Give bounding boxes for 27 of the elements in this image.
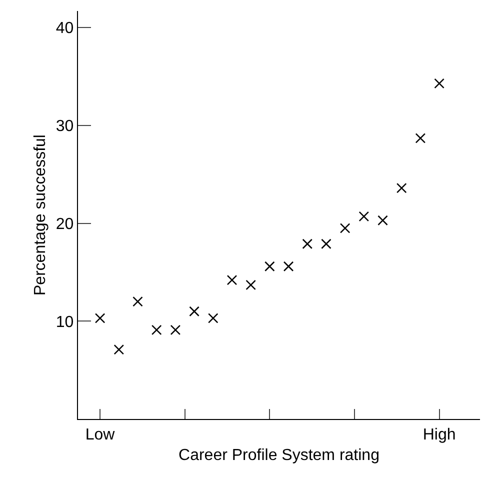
y-tick-label: 20	[56, 216, 74, 233]
point	[378, 215, 388, 226]
point	[226, 274, 238, 286]
point	[415, 133, 426, 144]
x-tick-label: High	[422, 426, 456, 444]
point	[302, 238, 313, 250]
point	[434, 78, 444, 89]
point	[114, 344, 124, 355]
x-axis-title: Career Profile System rating	[178, 447, 380, 464]
point	[340, 223, 350, 234]
point	[246, 280, 256, 290]
point	[170, 324, 181, 336]
point	[283, 261, 294, 272]
point	[189, 306, 200, 317]
y-tick-label: 30	[56, 118, 74, 136]
y-axis-title: Percentage successful	[32, 134, 49, 296]
point	[321, 238, 332, 250]
y-tick-label: 40	[56, 20, 74, 38]
point	[396, 182, 407, 194]
point	[208, 313, 218, 324]
point	[94, 313, 106, 324]
point	[264, 261, 275, 272]
y-tick-label: 10	[56, 314, 74, 331]
point	[358, 211, 370, 222]
point	[151, 324, 162, 336]
point	[132, 296, 143, 307]
x-tick-label: Low	[85, 426, 116, 444]
